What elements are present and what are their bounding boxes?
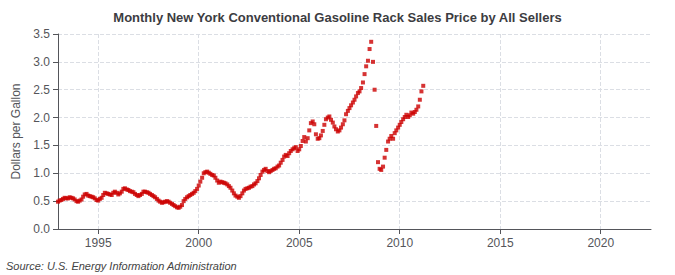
svg-text:2020: 2020 <box>587 236 614 250</box>
svg-text:3.5: 3.5 <box>33 27 50 41</box>
svg-text:0.5: 0.5 <box>33 194 50 208</box>
svg-text:2010: 2010 <box>386 236 413 250</box>
svg-text:1.5: 1.5 <box>33 138 50 152</box>
svg-text:1.0: 1.0 <box>33 166 50 180</box>
svg-text:2.5: 2.5 <box>33 83 50 97</box>
svg-text:1995: 1995 <box>85 236 112 250</box>
svg-text:2.0: 2.0 <box>33 111 50 125</box>
svg-text:2000: 2000 <box>185 236 212 250</box>
svg-text:2015: 2015 <box>487 236 514 250</box>
svg-text:0.0: 0.0 <box>33 222 50 236</box>
svg-text:Monthly New York Conventional: Monthly New York Conventional Gasoline R… <box>113 10 561 25</box>
svg-text:Dollars per Gallon: Dollars per Gallon <box>9 83 23 179</box>
svg-text:3.0: 3.0 <box>33 55 50 69</box>
svg-text:Source: U.S. Energy Informatio: Source: U.S. Energy Information Administ… <box>6 260 237 272</box>
svg-text:2005: 2005 <box>286 236 313 250</box>
